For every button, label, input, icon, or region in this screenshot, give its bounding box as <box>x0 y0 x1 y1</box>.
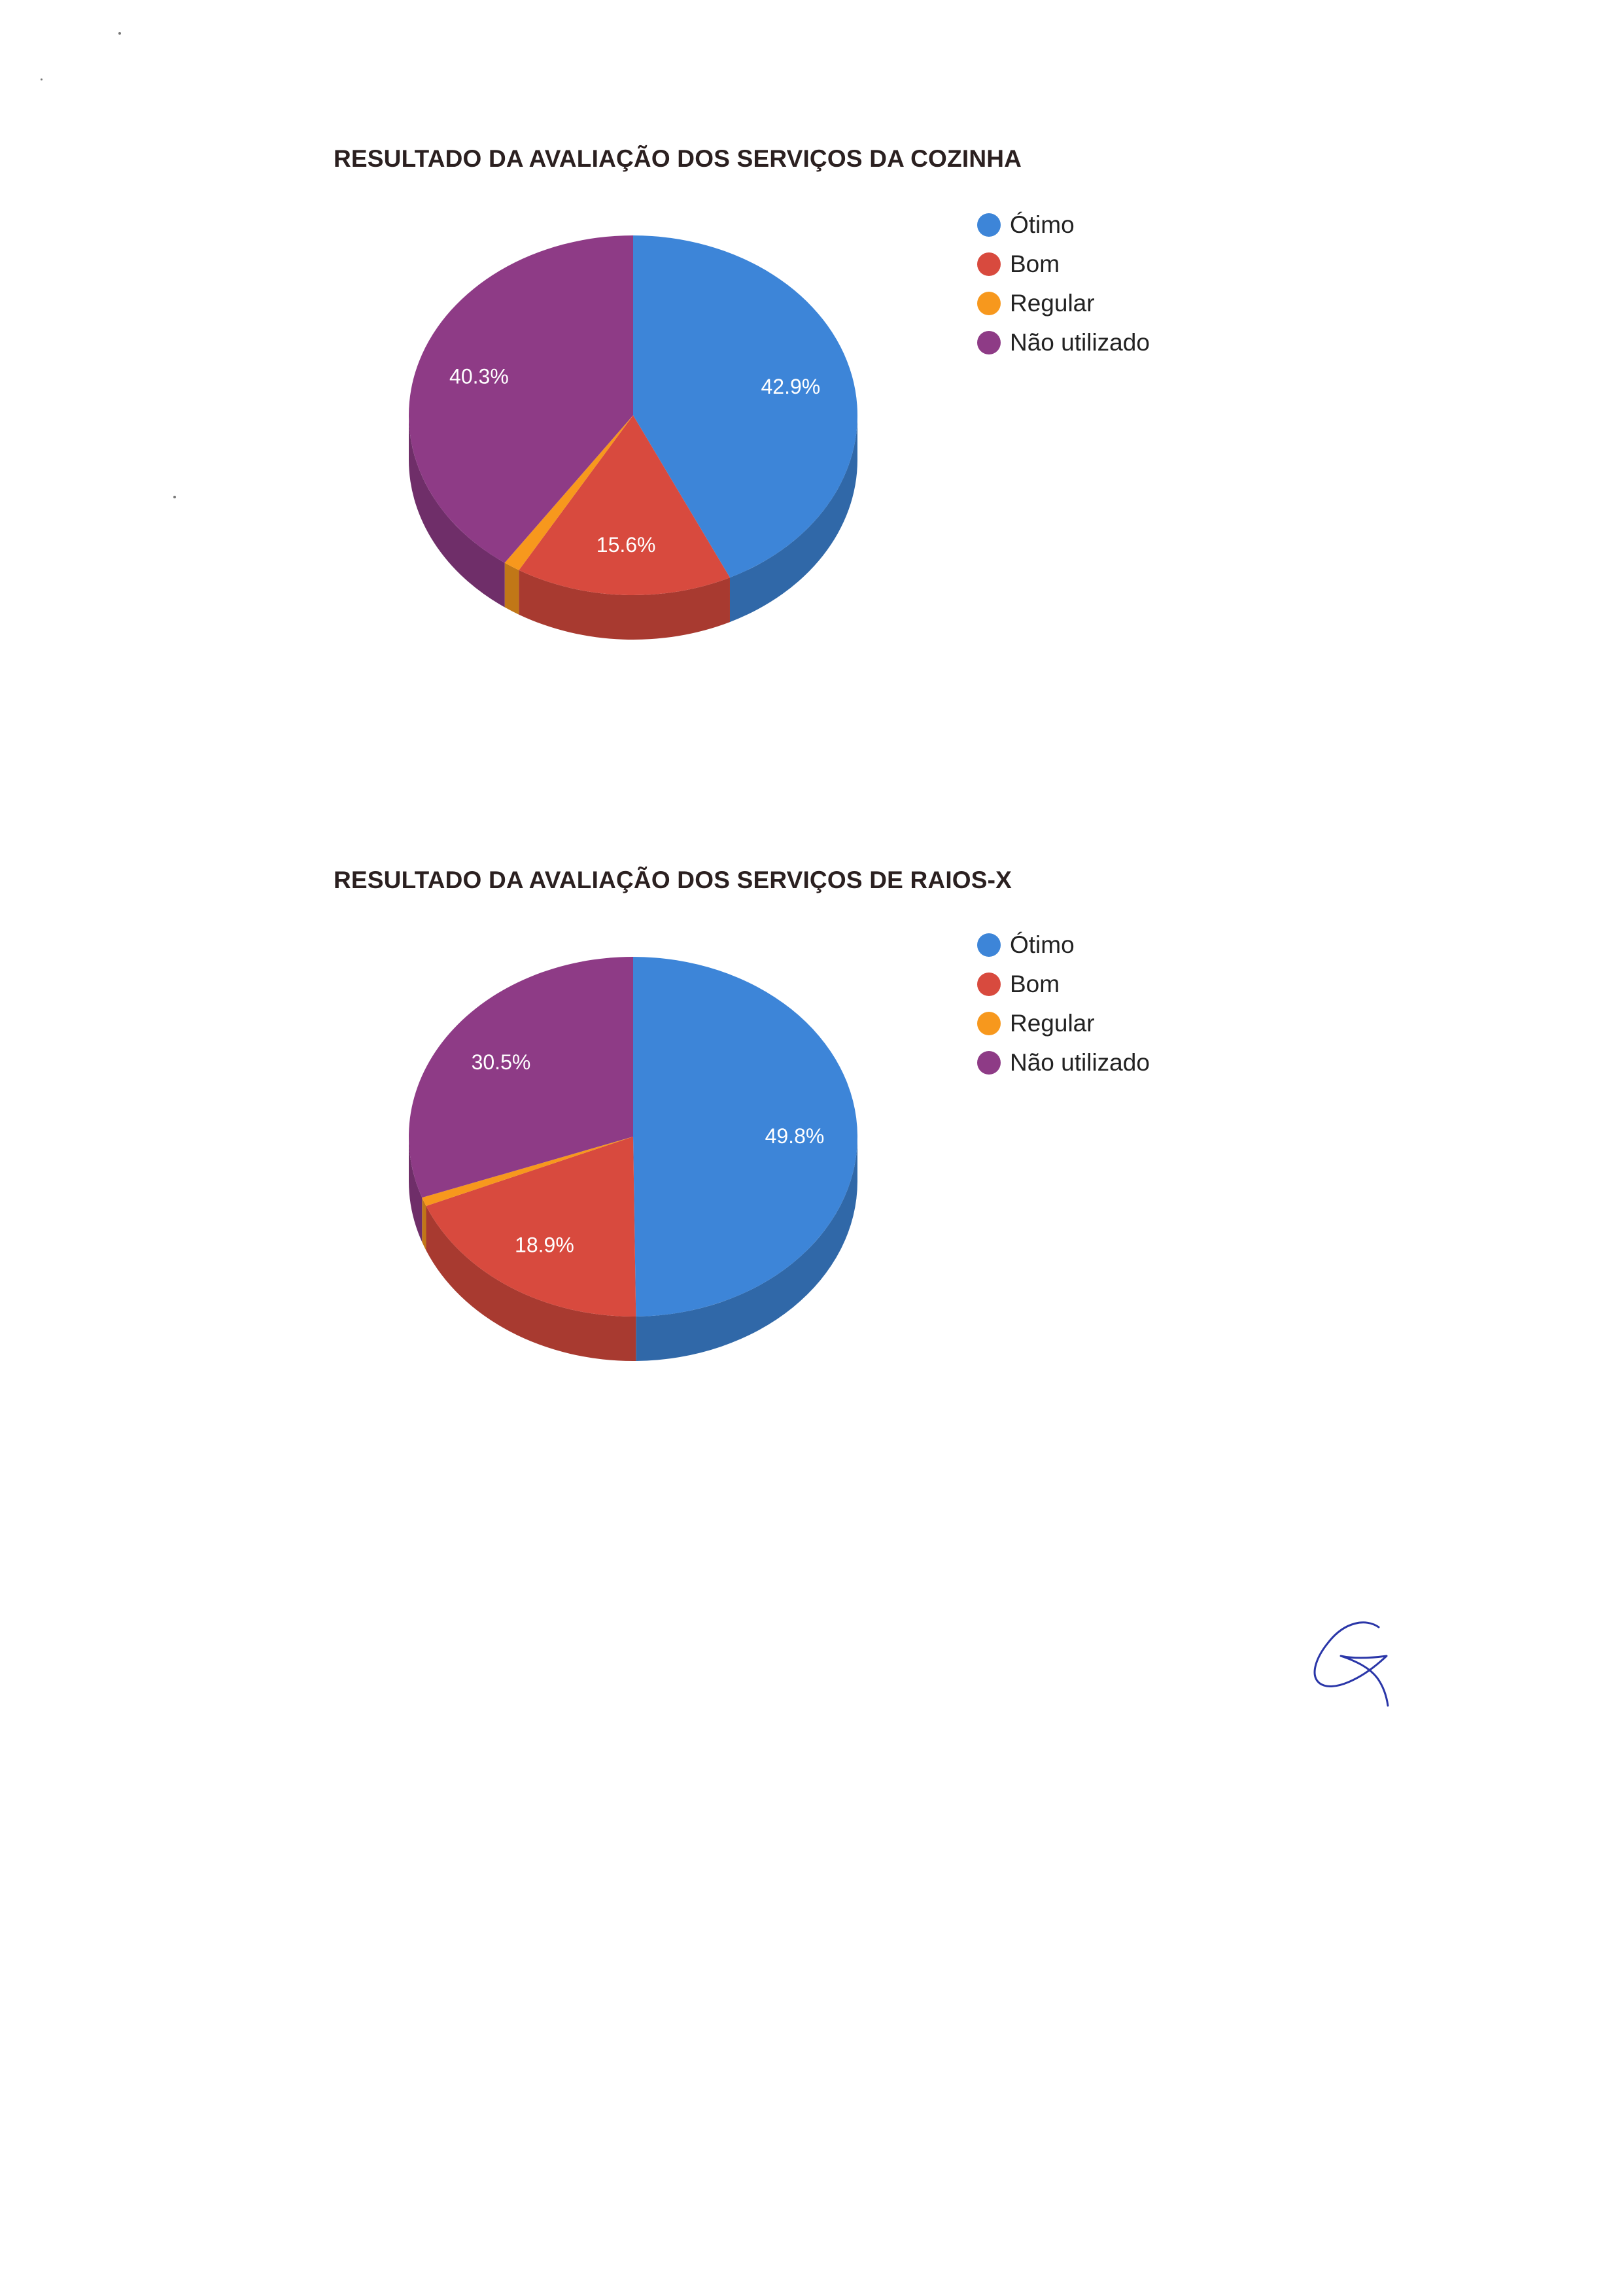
legend: Ótimo Bom Regular Não utilizado <box>977 925 1150 1082</box>
legend-label: Regular <box>1010 290 1095 317</box>
legend-item-bom: Bom <box>977 245 1150 284</box>
pie-slice-otimo <box>633 957 858 1317</box>
legend-label: Não utilizado <box>1010 329 1150 356</box>
pie-slice-regular <box>504 415 633 570</box>
chart-title: RESULTADO DA AVALIAÇÃO DOS SERVIÇOS DA C… <box>334 145 1022 172</box>
pie-data-label: 42.9% <box>761 375 820 398</box>
legend-label: Não utilizado <box>1010 1049 1150 1076</box>
legend-item-bom: Bom <box>977 965 1150 1004</box>
chart-title: RESULTADO DA AVALIAÇÃO DOS SERVIÇOS DE R… <box>334 867 1012 893</box>
legend-label: Bom <box>1010 250 1060 277</box>
pie-side-nao-utilizado <box>409 1137 423 1243</box>
legend-swatch-purple-icon <box>977 1051 1001 1075</box>
signature-mark <box>1313 1621 1389 1707</box>
legend-item-nao-utilizado: Não utilizado <box>977 323 1150 362</box>
legend-label: Ótimo <box>1010 211 1075 238</box>
pie-chart-kitchen: 42.9% 15.6% 40.3% <box>409 235 857 640</box>
legend-label: Bom <box>1010 971 1060 997</box>
legend-swatch-red-icon <box>977 973 1001 996</box>
pie-data-label: 40.3% <box>449 365 509 388</box>
pie-side-bom <box>519 570 730 640</box>
pie-data-label: 15.6% <box>596 533 656 557</box>
chart-xray: RESULTADO DA AVALIAÇÃO DOS SERVIÇOS DE R… <box>0 867 1624 1455</box>
legend-swatch-orange-icon <box>977 1012 1001 1035</box>
legend-swatch-purple-icon <box>977 331 1001 354</box>
pie-chart-xray: 49.8% 18.9% 30.5% <box>408 957 858 1361</box>
legend-item-regular: Regular <box>977 1004 1150 1043</box>
legend-label: Regular <box>1010 1010 1095 1037</box>
legend: Ótimo Bom Regular Não utilizado <box>977 205 1150 362</box>
legend-swatch-red-icon <box>977 252 1001 276</box>
pie-slice-regular <box>422 1137 633 1207</box>
pie-slice-bom <box>426 1137 636 1317</box>
legend-item-otimo: Ótimo <box>977 205 1150 245</box>
legend-item-regular: Regular <box>977 284 1150 323</box>
pie-side-nao-utilizado <box>409 415 505 608</box>
legend-item-nao-utilizado: Não utilizado <box>977 1043 1150 1082</box>
pie-slice-bom <box>519 415 730 596</box>
pie-side-bom <box>426 1206 636 1361</box>
pie-side-otimo <box>636 1137 857 1361</box>
pie-data-label: 18.9% <box>515 1233 574 1256</box>
legend-swatch-blue-icon <box>977 933 1001 957</box>
pie-slice-nao-utilizado <box>408 957 633 1198</box>
pie-data-label: 49.8% <box>765 1124 825 1148</box>
pie-slice-nao-utilizado <box>409 235 633 563</box>
legend-item-otimo: Ótimo <box>977 925 1150 965</box>
legend-label: Ótimo <box>1010 931 1075 958</box>
legend-swatch-blue-icon <box>977 213 1001 237</box>
legend-swatch-orange-icon <box>977 292 1001 315</box>
pie-side-otimo <box>729 415 857 623</box>
scan-speck <box>41 78 43 80</box>
scan-speck <box>173 496 176 498</box>
chart-kitchen: RESULTADO DA AVALIAÇÃO DOS SERVIÇOS DA C… <box>0 145 1624 734</box>
pie-data-label: 30.5% <box>472 1050 531 1074</box>
pie-side-regular <box>422 1197 426 1251</box>
pie-slice-otimo <box>633 235 857 578</box>
pie-side-regular <box>504 562 519 615</box>
scan-speck <box>118 32 121 35</box>
